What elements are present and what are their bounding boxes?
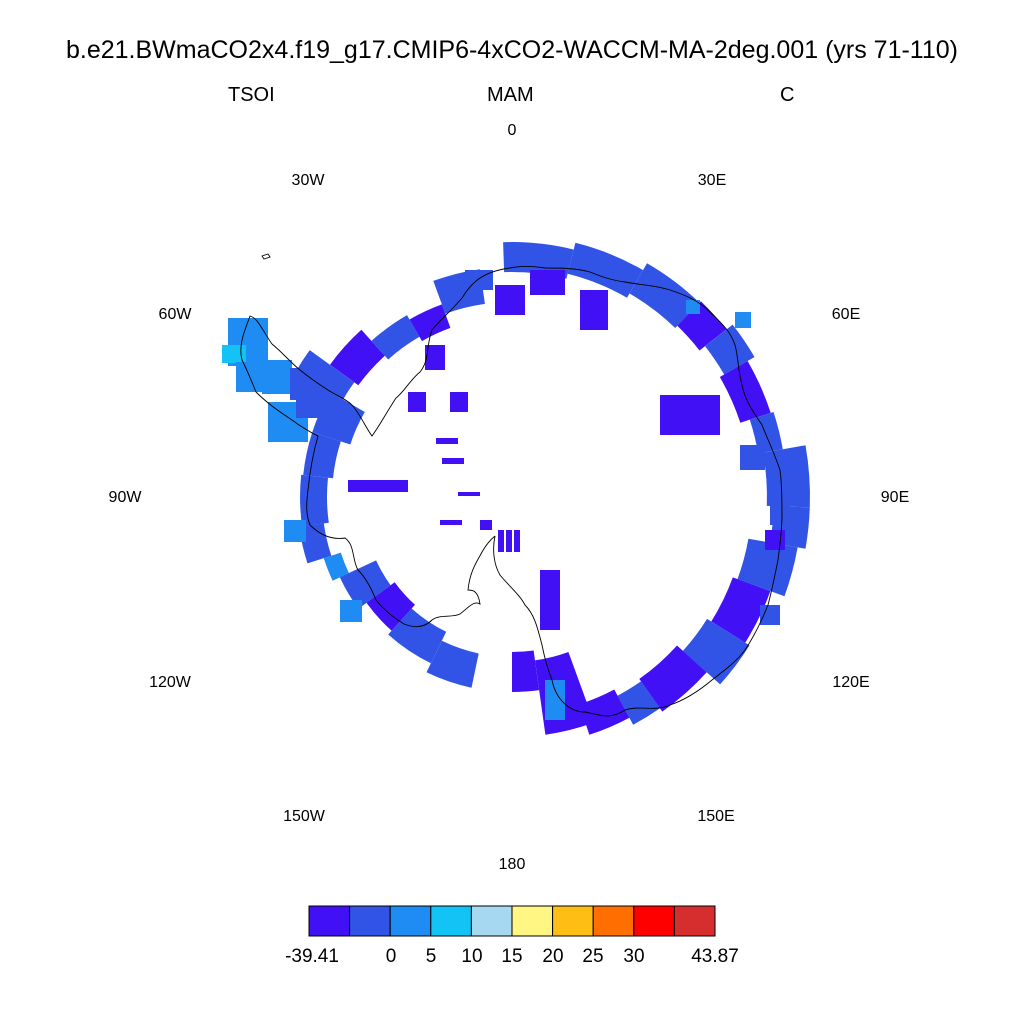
map-cell (711, 577, 771, 643)
map-cell (371, 315, 420, 360)
coastline (240, 253, 783, 717)
colorbar-boxes (308, 905, 716, 937)
colorbar-box (592, 905, 635, 937)
map-cell (330, 329, 385, 386)
lon-label-120w: 120W (149, 674, 191, 691)
map-cell (426, 640, 479, 688)
map-cell (770, 505, 790, 525)
map-cell (436, 438, 458, 444)
map-cell (409, 304, 451, 342)
colorbar-box (430, 905, 472, 937)
lon-label-30w: 30W (291, 172, 325, 189)
map-cell (514, 530, 520, 552)
colorbar-box (511, 905, 554, 937)
map-cell (735, 312, 751, 328)
map-cell (639, 645, 707, 712)
colorbar-label: 43.87 (691, 946, 739, 967)
map-cell (719, 361, 771, 423)
colorbar-box (633, 905, 675, 937)
map-cell (425, 345, 445, 370)
map-cell (686, 300, 700, 314)
lon-label-60w: 60W (158, 306, 192, 323)
lon-label-30e: 30E (697, 172, 727, 189)
colorbar-label: 25 (582, 946, 603, 967)
season-label: MAM (487, 84, 534, 106)
variable-label: TSOI (228, 84, 275, 106)
map-cell (580, 290, 608, 330)
map-cell (760, 605, 780, 625)
colorbar-box (673, 905, 716, 937)
map-cell (440, 520, 462, 525)
lon-label-150w: 150W (283, 808, 325, 825)
map-cell (299, 523, 332, 564)
lon-label-180: 180 (498, 856, 526, 873)
map-cell (348, 480, 408, 492)
colorbar-box (470, 905, 513, 937)
units-label: C (780, 84, 795, 106)
map-cell (506, 530, 512, 552)
map-cell (617, 681, 660, 725)
map-cell (495, 285, 525, 315)
lon-label-120e: 120E (832, 674, 870, 691)
colorbar-box (349, 905, 391, 937)
plot-title: b.e21.BWmaCO2x4.f19_g17.CMIP6-4xCO2-WACC… (66, 36, 958, 64)
colorbar-label: 10 (461, 946, 482, 967)
map-cell (388, 608, 447, 664)
map-cell (737, 538, 798, 597)
map-cell (763, 445, 810, 508)
map-cell (339, 560, 391, 609)
map-cell (323, 552, 349, 581)
map-cell (284, 520, 306, 542)
map-cell (498, 530, 504, 552)
map-cell (705, 324, 755, 375)
map-cell (749, 412, 783, 454)
map-cell (450, 392, 468, 412)
lon-label-90w: 90W (108, 489, 142, 506)
map-cell (303, 432, 341, 479)
map-cell (366, 582, 415, 631)
colorbar-label: -39.41 (285, 946, 339, 967)
map-cell (458, 492, 480, 496)
map-cell (545, 680, 565, 720)
map-cell (567, 242, 643, 298)
map-cell (503, 242, 574, 279)
colorbar-label: 15 (501, 946, 522, 967)
map-cell (340, 600, 362, 622)
map-cell (660, 395, 720, 435)
lon-label-0: 0 (507, 122, 517, 139)
colorbar-box (552, 905, 594, 937)
lon-label-90e: 90E (880, 489, 910, 506)
map-cell (296, 398, 336, 418)
map-cell (442, 458, 464, 464)
map-cell (290, 368, 330, 400)
soil-temperature-cells (222, 242, 810, 735)
colorbar-label: 5 (426, 946, 437, 967)
map-cell (408, 392, 426, 412)
colorbar-label: 30 (623, 946, 644, 967)
colorbar-box (308, 905, 351, 937)
map-cell (512, 650, 540, 692)
map-cell (540, 570, 560, 630)
map-cell (740, 445, 765, 470)
colorbar-label: 20 (542, 946, 563, 967)
map-cell (579, 689, 630, 735)
map-cell (262, 360, 292, 394)
map-cell (629, 263, 700, 328)
map-cell (682, 618, 750, 685)
map-cell (480, 520, 492, 530)
colorbar-box (389, 905, 432, 937)
colorbar-label: 0 (386, 946, 397, 967)
map-cell (530, 270, 565, 295)
lon-label-60e: 60E (831, 306, 861, 323)
map-cell (222, 345, 246, 363)
lon-label-150e: 150E (697, 808, 735, 825)
colorbar-labels: -39.41 0 5 10 15 20 25 30 43.87 (285, 946, 739, 967)
